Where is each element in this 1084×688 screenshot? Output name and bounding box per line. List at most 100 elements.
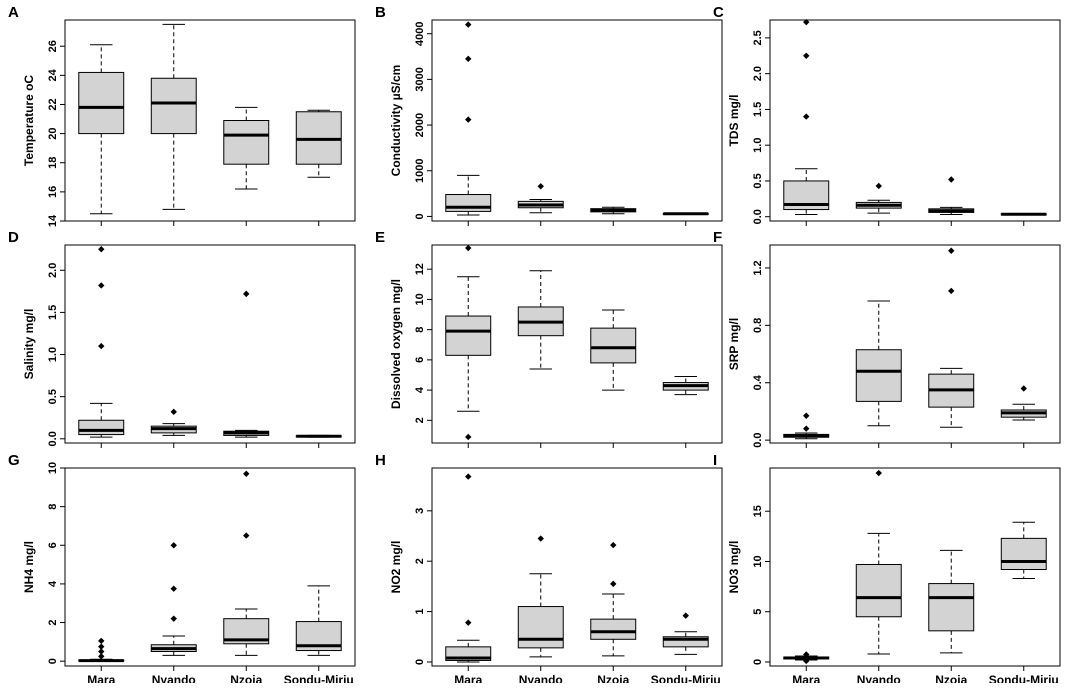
iqr-box — [855, 563, 902, 618]
panel-d-ytick-label: 0.0 — [47, 431, 59, 446]
outlier-point — [610, 541, 617, 549]
outlier-point — [170, 542, 177, 549]
iqr-box — [1000, 537, 1047, 571]
panel-b-box-sondu-miriu — [662, 212, 709, 216]
panel-h-letter: H — [375, 452, 386, 469]
panel-b-ytick-label: 1000 — [414, 159, 426, 183]
panel-a: A 14 16 18 20 22 24 26 Temperature oC — [8, 4, 356, 227]
panel-h-category-label: Mara — [454, 673, 482, 683]
panel-g-box-nyando — [150, 542, 197, 656]
outlier-point — [98, 637, 105, 645]
outlier-point — [803, 651, 810, 658]
panel-i-category-label: Mara — [792, 673, 820, 683]
outlier-point — [803, 52, 810, 59]
panel-a-box-sondu-miriu — [295, 109, 342, 178]
iqr-box — [590, 327, 637, 364]
outlier-point — [170, 585, 177, 592]
panel-a-ytick-label: 22 — [47, 98, 59, 110]
panel-i-ytick-label: 15 — [752, 505, 764, 517]
panel-d-box-nzoia — [223, 290, 270, 438]
iqr-box — [445, 315, 492, 356]
panel-g-category-label: Sondu-Miriu — [284, 673, 354, 683]
panel-h-ylabel: NO2 mg/l — [389, 541, 403, 594]
panel-b: B 0 1000 2000 3000 4000 Conductivity µS/cm — [375, 4, 723, 226]
panel-a-box-nyando — [150, 23, 197, 210]
panel-i-frame — [769, 467, 1061, 667]
panel-c-box-mara — [783, 18, 830, 216]
panel-g-category-label: Nzoia — [230, 673, 262, 683]
outlier-point — [98, 342, 105, 350]
panel-d-frame — [64, 244, 356, 444]
panel-g-ytick-label: 10 — [47, 462, 59, 474]
panel-d-letter: D — [8, 229, 19, 246]
panel-a-ytick-label: 26 — [47, 40, 59, 52]
outlier-point — [610, 580, 617, 588]
panel-g: G 0 2 4 6 8 10 NH4 mg/l Mara Nyando Nzoia Sondu-Mir… — [8, 452, 356, 687]
panel-i-ytick-label: 10 — [752, 555, 764, 567]
panel-d-ytick-label: 1.5 — [47, 305, 59, 320]
panel-h-box-mara — [445, 473, 492, 663]
panel-b-ylabel: Conductivity µS/cm — [389, 65, 403, 177]
panel-a-ytick-label: 24 — [47, 68, 59, 81]
panel-c-ylabel: TDS mg/l — [727, 94, 741, 146]
panel-e-ytick-label: 12 — [414, 263, 426, 275]
panel-c-ytick-label: 0.5 — [752, 173, 764, 188]
outlier-point — [243, 532, 250, 539]
panel-i-ylabel: NO3 mg/l — [727, 541, 741, 594]
iqr-box — [78, 419, 125, 436]
panel-h-ytick-label: 2 — [414, 558, 426, 564]
panel-f-ytick-label: 0.8 — [752, 318, 764, 333]
panel-e-box-nzoia — [590, 309, 637, 391]
outlier-point — [98, 282, 105, 289]
panel-f-ytick-label: 0.4 — [752, 374, 764, 390]
outlier-point — [465, 244, 472, 252]
panel-a-ytick-label: 20 — [47, 127, 59, 139]
panel-a-ylabel: Temperature oC — [22, 75, 36, 166]
panel-i-category-label: Nyando — [857, 673, 901, 683]
panel-b-frame — [431, 19, 723, 222]
outlier-point — [803, 425, 810, 432]
outlier-point — [948, 287, 955, 295]
panel-g-ylabel: NH4 mg/l — [22, 541, 36, 593]
iqr-box — [150, 77, 197, 135]
panel-h-ytick-label: 1 — [414, 609, 426, 615]
panel-d-ylabel: Salinity mg/l — [22, 309, 36, 380]
outlier-point — [948, 247, 955, 254]
panel-c: C 0.0 0.5 1.0 1.5 2.0 2.5 TDS mg/l — [713, 4, 1061, 226]
panel-c-ytick-label: 1.0 — [752, 138, 764, 153]
panel-h: H 0 1 2 3 NO2 mg/l Mara Nyando Nzoia Sondu-Miriu — [375, 452, 723, 687]
panel-i: I 0 5 10 15 NO3 mg/l Mara Nyando Nzoia Sondu-Miri… — [713, 452, 1061, 687]
outlier-point — [875, 182, 882, 190]
panel-i-box-nyando — [855, 469, 902, 655]
outlier-point — [465, 619, 472, 626]
panel-a-letter: A — [8, 4, 19, 21]
outlier-point — [465, 473, 472, 480]
panel-b-ytick-label: 3000 — [414, 67, 426, 91]
panel-d-box-nyando — [150, 408, 197, 436]
panel-f-ylabel: SRP mg/l — [727, 318, 741, 370]
panel-e-ytick-label: 2 — [414, 417, 426, 423]
panel-b-ytick-label: 0 — [414, 213, 426, 219]
outlier-point — [682, 612, 689, 619]
panel-e-box-sondu-miriu — [662, 375, 709, 396]
iqr-box — [928, 583, 975, 632]
panel-i-category-label: Nzoia — [935, 673, 967, 683]
panel-c-letter: C — [713, 4, 724, 21]
outlier-point — [803, 657, 810, 665]
panel-i-box-mara — [783, 651, 830, 665]
outlier-point — [170, 408, 177, 416]
panel-a-ytick-label: 16 — [47, 186, 59, 198]
panel-f-box-sondu-miriu — [1000, 385, 1047, 421]
panel-i-ytick-label: 5 — [752, 609, 764, 615]
panel-c-box-nyando — [855, 182, 902, 214]
iqr-box — [590, 618, 637, 640]
panel-h-frame — [431, 467, 723, 667]
panel-d-box-mara — [78, 246, 125, 438]
outlier-point — [465, 433, 472, 441]
panel-f-ytick-label: 0.0 — [752, 432, 764, 447]
panel-d-ytick-label: 0.5 — [47, 389, 59, 404]
panel-d-ytick-label: 1.0 — [47, 347, 59, 362]
panel-e-ytick-label: 10 — [414, 293, 426, 305]
panel-b-ytick-label: 2000 — [414, 113, 426, 137]
